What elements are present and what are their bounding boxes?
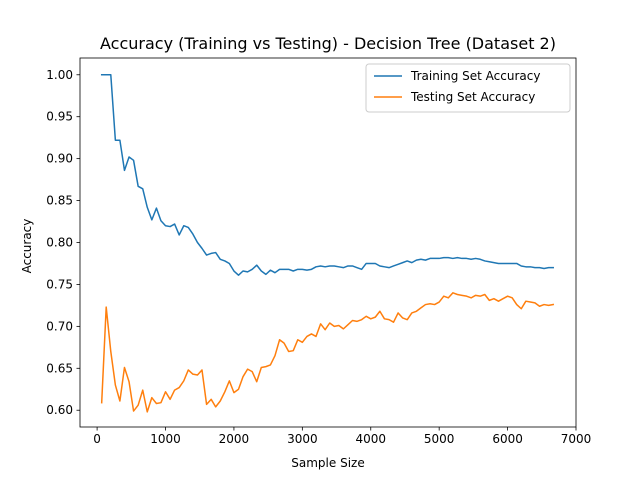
y-tick-label: 0.75: [46, 277, 73, 291]
chart-title: Accuracy (Training vs Testing) - Decisio…: [100, 34, 556, 53]
plot-area: 0 1000 2000 3000 4000 5000 6000 7000 0.60 0.65 0.7…: [46, 57, 592, 446]
legend-box: [365, 63, 571, 113]
y-tick-label: 0.80: [46, 236, 73, 250]
x-axis-label: Sample Size: [291, 456, 364, 470]
legend-label-testing: Testing Set Accuracy: [410, 90, 535, 104]
legend-label-training: Training Set Accuracy: [410, 69, 540, 83]
x-tick-label: 4000: [355, 432, 386, 446]
x-tick-label: 6000: [492, 432, 523, 446]
y-axis-label: Accuracy: [20, 219, 34, 274]
x-tick-label: 1000: [150, 432, 181, 446]
series-line-training: [100, 74, 554, 276]
y-tick-label: 0.65: [46, 361, 73, 375]
x-tick-label: 0: [93, 432, 101, 446]
legend: Training Set Accuracy Testing Set Accurac…: [365, 63, 571, 113]
y-tick-label: 0.60: [46, 403, 73, 417]
x-tick-label: 3000: [287, 432, 318, 446]
y-tick-label: 0.70: [46, 319, 73, 333]
x-tick-label: 5000: [424, 432, 455, 446]
y-tick-label: 0.95: [46, 110, 73, 124]
series-line-testing: [100, 292, 555, 413]
y-tick-label: 0.85: [46, 194, 73, 208]
y-tick-label: 0.90: [46, 152, 73, 166]
x-tick-label: 2000: [219, 432, 250, 446]
x-tick-label: 7000: [561, 432, 592, 446]
y-tick-label: 1.00: [46, 68, 73, 82]
